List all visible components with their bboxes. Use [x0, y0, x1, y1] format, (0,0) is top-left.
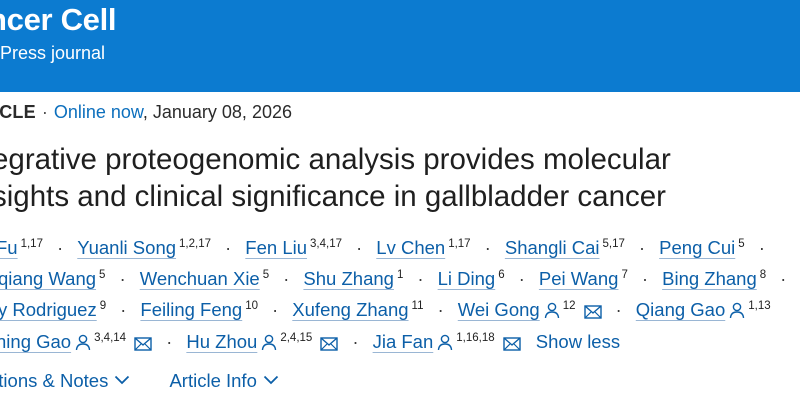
author-link[interactable]: ning Gao — [0, 331, 72, 352]
notes-toggle[interactable]: ations & Notes — [0, 368, 130, 392]
author-link[interactable]: Xufeng Zhang — [292, 299, 409, 320]
affiliation-marker: 1,17 — [448, 238, 471, 250]
article-info-links: ations & Notes Article Info — [0, 368, 279, 392]
author-link[interactable]: Bing Zhang — [662, 268, 757, 289]
author-separator: · — [283, 269, 290, 289]
author-link[interactable]: Qiang Gao — [635, 299, 726, 320]
author-link[interactable]: Fen Liu — [245, 237, 308, 258]
person-icon — [544, 302, 560, 319]
author-separator: · — [119, 269, 126, 289]
affiliation-marker: 3,4,14 — [94, 332, 127, 344]
article-info-toggle-label: Article Info — [169, 370, 257, 391]
title-line-1: egrative proteogenomic analysis provides… — [0, 143, 671, 176]
article-title: egrative proteogenomic analysis provides… — [0, 141, 800, 215]
article-info-toggle[interactable]: Article Info — [169, 368, 279, 392]
affiliation-marker: 11 — [411, 300, 424, 312]
envelope-icon[interactable] — [583, 305, 602, 319]
author-separator: · — [641, 269, 648, 289]
publication-date: , January 08, 2026 — [142, 102, 292, 122]
author-link[interactable]: Yuanli Song — [77, 237, 177, 258]
author-separator: · — [166, 332, 173, 352]
author-link[interactable]: Li Ding — [437, 268, 496, 289]
affiliation-marker: 1,2,17 — [179, 238, 212, 250]
author-link[interactable]: Pei Wang — [538, 268, 619, 289]
author-row: y Rodriguez 9 · Feiling Feng 10 · Xufeng Z… — [0, 291, 771, 321]
notes-toggle-label: ations & Notes — [0, 370, 109, 391]
author-separator: · — [272, 300, 279, 320]
author-separator: · — [758, 238, 765, 258]
person-icon — [437, 334, 453, 351]
person-icon — [729, 302, 745, 319]
title-line-2: sights and clinical significance in gall… — [0, 180, 666, 213]
article-meta: ICLE·Online now, January 08, 2026 — [0, 102, 292, 123]
author-link[interactable]: Peng Cui — [659, 237, 736, 258]
author-separator: · — [417, 269, 424, 289]
envelope-icon[interactable] — [502, 337, 521, 351]
author-link[interactable]: qiang Wang — [0, 268, 97, 289]
author-separator: · — [639, 238, 646, 258]
author-separator: · — [437, 300, 444, 320]
author-row: Fu 1,17 · Yuanli Song 1,2,17 · Fen Liu 3,4,… — [0, 229, 774, 259]
online-now-link[interactable]: Online now — [53, 102, 143, 122]
affiliation-marker: 6 — [498, 269, 505, 281]
chevron-down-icon — [114, 368, 130, 390]
author-separator: · — [352, 332, 359, 352]
affiliation-marker: 5 — [99, 269, 106, 281]
affiliation-marker: 7 — [621, 269, 628, 281]
journal-name-link[interactable]: ncer Cell — [0, 2, 117, 37]
journal-publisher-label: Press journal — [0, 43, 106, 63]
envelope-icon[interactable] — [320, 337, 339, 351]
author-row: qiang Wang 5 · Wenchuan Xie 5 · Shu Zhang 1… — [0, 260, 795, 290]
article-type: ICLE — [0, 102, 36, 122]
affiliation-marker: 5 — [738, 238, 745, 250]
author-link[interactable]: Fu — [0, 237, 18, 258]
affiliation-marker: 1,17 — [20, 238, 43, 250]
affiliation-marker: 3,4,17 — [310, 238, 342, 250]
affiliation-marker: 8 — [759, 269, 767, 281]
envelope-icon[interactable] — [134, 337, 152, 351]
author-link[interactable]: Shu Zhang — [303, 268, 394, 289]
author-separator: · — [120, 300, 127, 320]
affiliation-marker: 5,17 — [602, 238, 625, 250]
affiliation-marker: 2,4,15 — [280, 332, 313, 344]
author-link[interactable]: Lv Chen — [376, 237, 446, 258]
author-row: ning Gao 3,4,14 · Hu Zhou 2,4,15 · Jia Fan… — [0, 323, 620, 353]
chevron-down-icon — [263, 368, 279, 390]
author-link[interactable]: Shangli Cai — [504, 237, 600, 258]
author-link[interactable]: Hu Zhou — [186, 331, 258, 352]
affiliation-marker: 1 — [396, 269, 404, 281]
author-separator: · — [484, 238, 491, 258]
affiliation-marker: 10 — [245, 300, 259, 312]
author-link[interactable]: Jia Fan — [372, 331, 434, 352]
person-icon — [75, 334, 91, 351]
affiliation-marker: 1,13 — [748, 300, 771, 312]
author-separator: · — [780, 269, 787, 289]
author-separator: · — [225, 238, 232, 258]
meta-separator: · — [41, 102, 48, 122]
show-less-button[interactable]: Show less — [535, 331, 621, 352]
author-separator: · — [356, 238, 363, 258]
journal-header: ncer Cell Press journal — [0, 0, 800, 92]
affiliation-marker: 9 — [99, 300, 107, 312]
affiliation-marker: 12 — [562, 300, 576, 312]
author-link[interactable]: y Rodriguez — [0, 299, 97, 320]
person-icon — [261, 334, 277, 351]
author-link[interactable]: Wenchuan Xie — [139, 268, 260, 289]
affiliation-marker: 5 — [262, 269, 270, 281]
author-separator: · — [57, 238, 64, 258]
author-separator: · — [518, 269, 525, 289]
affiliation-marker: 1,16,18 — [456, 332, 495, 344]
author-link[interactable]: Wei Gong — [457, 299, 540, 320]
author-separator: · — [615, 300, 622, 320]
author-link[interactable]: Feiling Feng — [140, 299, 243, 320]
